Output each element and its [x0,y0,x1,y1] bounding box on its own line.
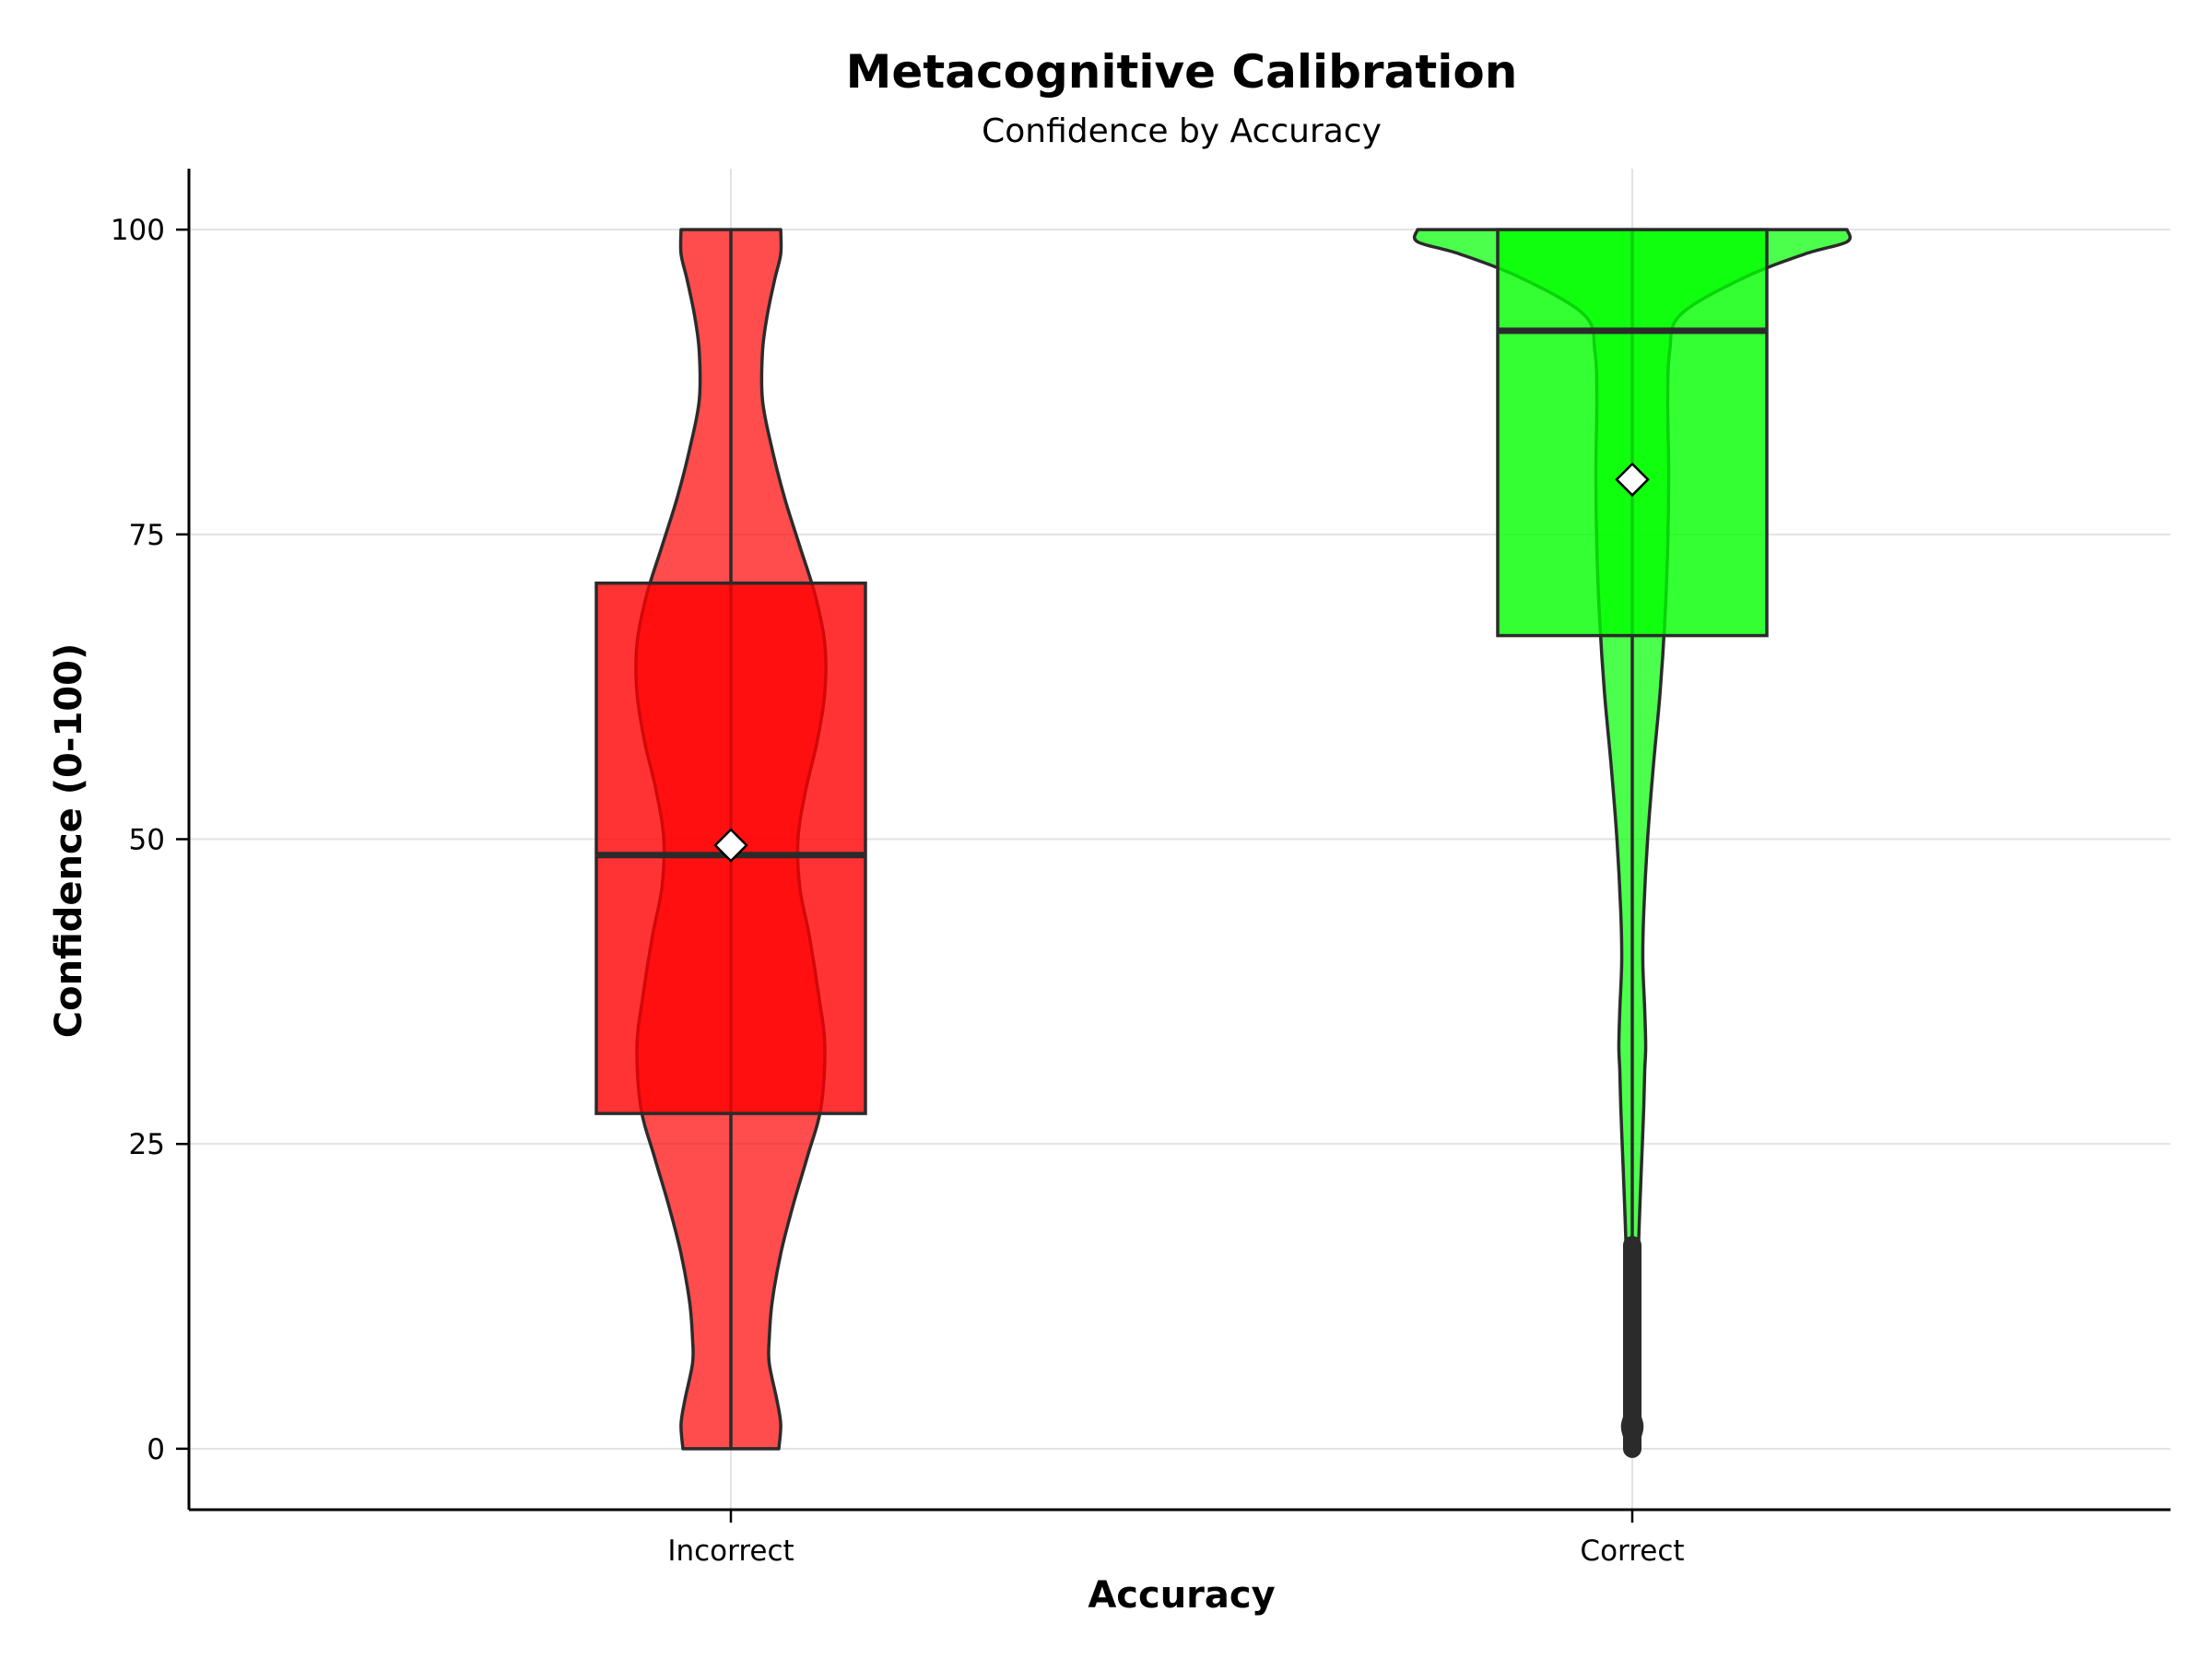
mean-marker-incorrect [713,828,748,863]
grid-lines [189,169,2171,1510]
axes [176,169,2171,1523]
chart-subtitle: Confidence by Accuracy [982,112,1382,150]
y-tick-label-100: 100 [111,214,165,247]
chart-title: Metacognitive Calibration [846,45,1518,99]
box-plots [594,228,1769,1458]
x-axis-label: Accuracy [1088,1574,1275,1617]
tick-labels: 0 25 50 75 100 Incorrect Correct [111,214,1685,1568]
y-axis-label: Confidence (0-100) [48,643,90,1038]
x-tick-label-incorrect: Incorrect [667,1535,794,1568]
y-tick-label-0: 0 [147,1433,165,1466]
y-tick-label-50: 50 [129,824,165,857]
mean-marker-correct [1615,462,1650,498]
y-tick-label-25: 25 [129,1128,165,1161]
x-tick-label-correct: Correct [1580,1535,1684,1568]
y-tick-label-75: 75 [129,519,165,552]
box-correct [1496,228,1769,638]
